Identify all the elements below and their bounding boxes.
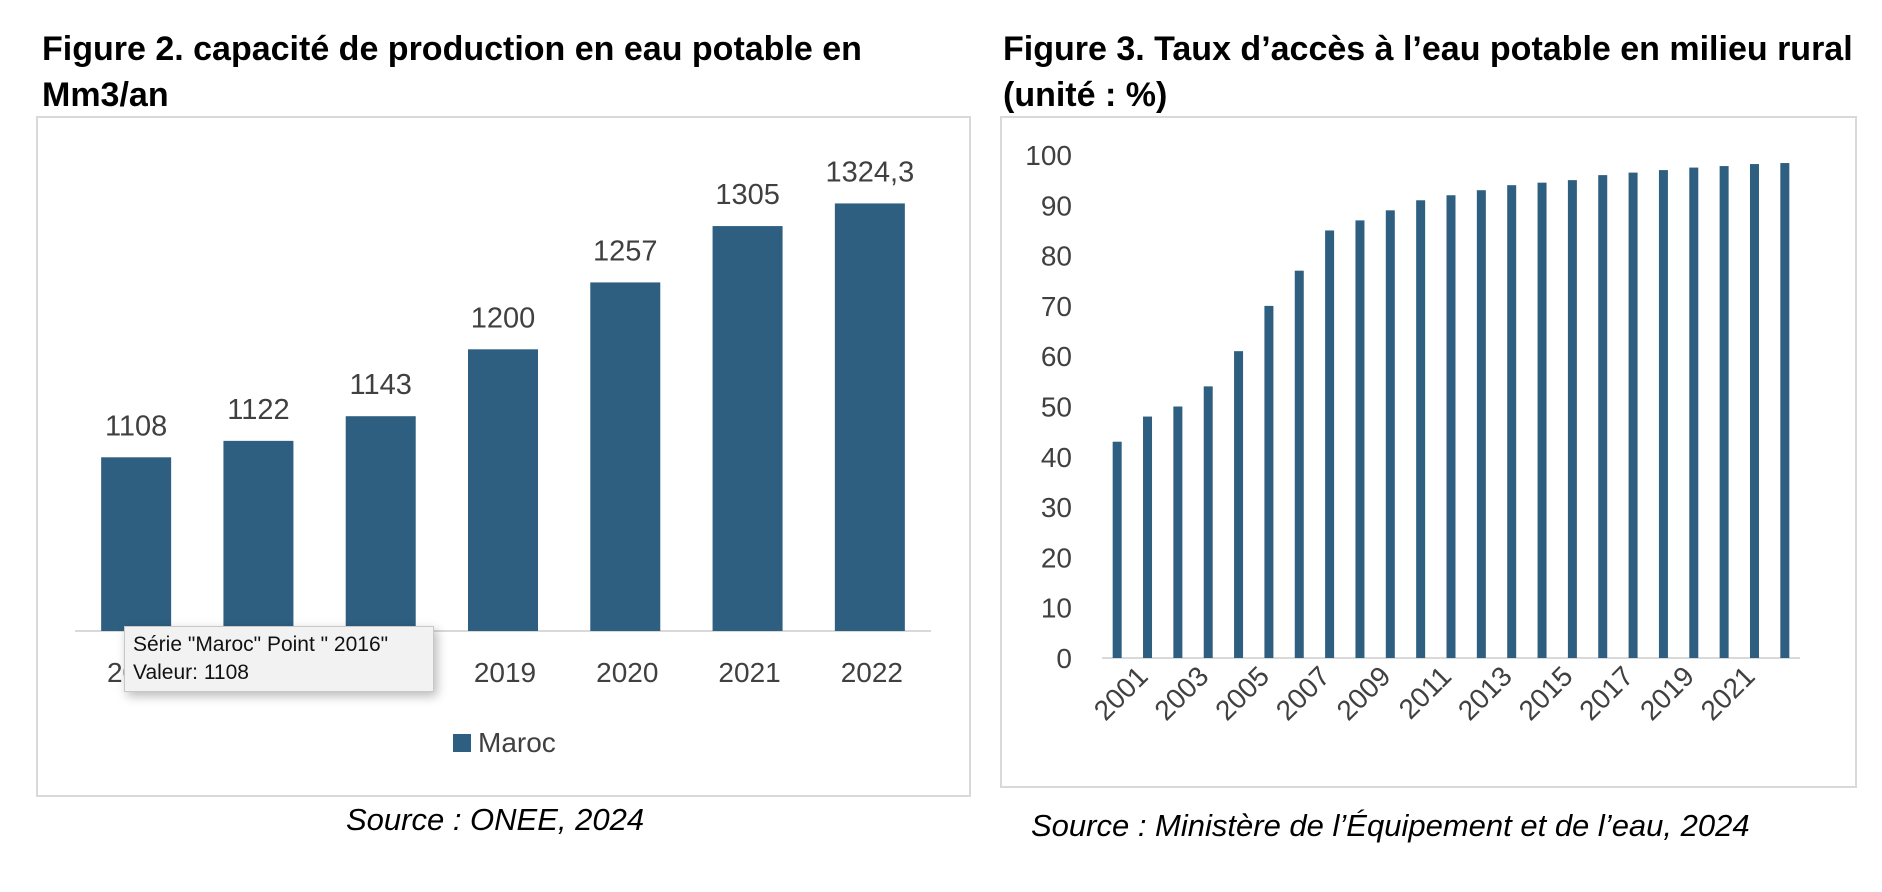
fig3-bar-2012: [1476, 190, 1486, 658]
fig3-bar-2007: [1325, 230, 1335, 658]
fig2-x-tick-2020: 2020: [596, 657, 658, 688]
fig3-y-tick-30: 30: [1041, 492, 1072, 523]
fig2-data-label-2017: 1122: [227, 394, 289, 426]
figure-3-title: Figure 3. Taux d’accès à l’eau potable e…: [1003, 30, 1853, 114]
fig3-bar-2003: [1203, 386, 1213, 658]
fig3-bar-2017: [1628, 172, 1638, 659]
fig2-data-label-2016: 1108: [105, 410, 167, 442]
fig2-data-label-2020: 1257: [593, 235, 658, 267]
fig2-legend-label: Maroc: [478, 727, 556, 758]
fig3-bar-2022: [1780, 163, 1790, 658]
figure-2-title: Figure 2. capacité de production en eau …: [42, 30, 862, 114]
fig3-bar-2019: [1689, 167, 1699, 658]
fig3-y-tick-60: 60: [1041, 341, 1072, 372]
figure-2-source: Source : ONEE, 2024: [346, 802, 645, 837]
fig3-y-tick-40: 40: [1041, 442, 1072, 473]
fig2-bar-2016: [101, 457, 172, 631]
fig3-bar-2000: [1112, 441, 1122, 658]
fig2-x-tick-2022: 2022: [841, 657, 903, 688]
fig2-bar-2017: [223, 440, 294, 631]
figure-2-chart-frame: [36, 116, 971, 797]
fig3-y-tick-90: 90: [1041, 190, 1072, 221]
fig3-y-tick-70: 70: [1041, 291, 1072, 322]
figure-3-source: Source : Ministère de l’Équipement et de…: [1031, 808, 1750, 843]
fig2-data-label-2018: 1143: [350, 369, 412, 401]
fig3-bar-2015: [1567, 180, 1577, 658]
fig3-bar-2005: [1264, 305, 1274, 658]
fig2-bar-2018: [345, 416, 416, 631]
fig3-bar-2013: [1507, 185, 1517, 658]
fig3-x-tick-2005: 2005: [1209, 660, 1275, 726]
chart-tooltip: Série "Maroc" Point " 2016" Valeur: 1108: [124, 626, 434, 692]
fig3-y-tick-50: 50: [1041, 392, 1072, 423]
fig3-x-tick-2011: 2011: [1393, 660, 1458, 725]
fig3-x-tick-2007: 2007: [1270, 660, 1336, 726]
figure-3-chart-frame: [1000, 116, 1857, 788]
fig3-bar-2018: [1658, 170, 1668, 658]
fig3-bar-2006: [1294, 270, 1304, 658]
fig3-bar-2001: [1143, 416, 1153, 658]
fig3-bar-2016: [1598, 175, 1608, 658]
fig2-data-label-2021: 1305: [715, 179, 780, 211]
fig3-x-tick-2009: 2009: [1331, 660, 1397, 726]
fig3-y-tick-80: 80: [1041, 241, 1072, 272]
fig3-bar-2009: [1385, 210, 1395, 658]
fig3-bar-2010: [1416, 200, 1426, 658]
fig3-bar-2021: [1749, 164, 1759, 658]
fig3-bar-2014: [1537, 182, 1547, 659]
fig3-x-tick-2015: 2015: [1513, 660, 1579, 726]
fig3-bar-2002: [1173, 406, 1183, 658]
fig2-x-tick-2019: 2019: [474, 657, 536, 688]
fig3-x-tick-2017: 2017: [1573, 660, 1639, 726]
fig3-y-tick-10: 10: [1041, 593, 1072, 624]
fig3-x-tick-2021: 2021: [1695, 660, 1761, 726]
tooltip-value: Valeur: 1108: [133, 661, 249, 684]
fig3-y-tick-20: 20: [1041, 542, 1072, 573]
fig2-x-tick-2021: 2021: [718, 657, 780, 688]
fig2-data-label-2019: 1200: [471, 302, 536, 334]
fig3-x-tick-2019: 2019: [1634, 660, 1700, 726]
fig2-bar-2022: [834, 203, 905, 631]
fig2-data-label-2022: 1324,3: [826, 156, 915, 188]
fig2-legend-swatch: [453, 734, 471, 752]
fig3-y-tick-100: 100: [1025, 140, 1072, 171]
fig3-y-tick-0: 0: [1056, 643, 1072, 674]
fig2-bar-2019: [468, 349, 538, 631]
fig3-bar-2004: [1234, 351, 1244, 658]
tooltip-series-point: Série "Maroc" Point " 2016": [133, 633, 389, 656]
fig3-x-tick-2013: 2013: [1452, 660, 1518, 726]
fig3-bar-2011: [1446, 195, 1456, 659]
fig3-x-tick-2003: 2003: [1148, 660, 1214, 726]
fig2-bar-2020: [590, 282, 661, 631]
fig3-bar-2020: [1719, 166, 1729, 659]
fig3-x-tick-2001: 2001: [1088, 660, 1154, 726]
fig2-bar-2021: [712, 226, 783, 631]
fig3-bar-2008: [1355, 220, 1365, 658]
